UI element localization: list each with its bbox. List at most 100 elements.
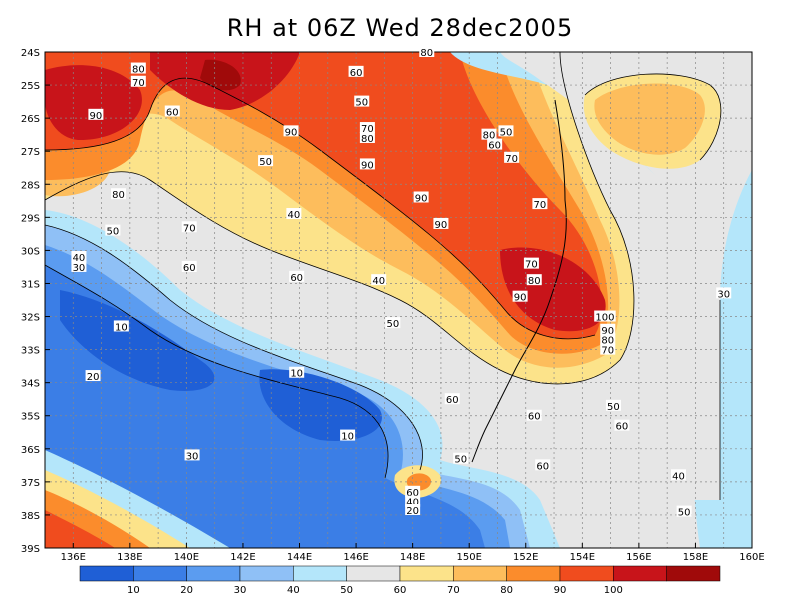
contour-label-bg: [359, 131, 375, 143]
contour-label: 40: [287, 210, 300, 221]
y-axis-label: 36S: [21, 445, 40, 456]
dry-core-b: [259, 369, 382, 441]
contour-label-bg: [526, 274, 542, 286]
contour-label: 80: [112, 190, 125, 201]
contour-label: 40: [73, 253, 86, 264]
contour-label-bg: [340, 429, 356, 441]
contour-label-bg: [105, 224, 121, 236]
colorbar-tick-label: 40: [287, 585, 300, 596]
contour-label: 90: [435, 220, 448, 231]
contour-label: 60: [488, 141, 501, 152]
contour-label: 80: [601, 336, 614, 347]
contour-label: 50: [678, 508, 691, 519]
contour-label: 90: [90, 111, 103, 122]
colorbar-swatch: [666, 565, 721, 582]
contour-label: 10: [290, 369, 303, 380]
y-axis-label: 34S: [21, 379, 40, 390]
contour-label-bg: [433, 217, 449, 229]
contour-label-bg: [181, 221, 197, 233]
wet-band-90: [45, 52, 602, 339]
colorbar-tick-label: 50: [340, 585, 353, 596]
y-axis-label: 38S: [21, 511, 40, 522]
colorbar-tick-label: 80: [500, 585, 513, 596]
contour-label: 80: [528, 276, 541, 287]
y-axis-labels: 24S 25S 26S 27S 28S 29S 30S 31S 32S 33S 34S 35S 36S 3…: [21, 48, 50, 555]
contour-label-bg: [130, 62, 146, 74]
contour-label-bg: [405, 485, 421, 497]
contour-label-bg: [413, 191, 429, 203]
contour-label: 50: [107, 227, 120, 238]
x-axis-label: 152E: [513, 552, 538, 563]
contour-label: 50: [259, 157, 272, 168]
contour-label-bg: [405, 495, 421, 507]
contour-label-bg: [498, 125, 514, 137]
contour-label-bg: [600, 323, 616, 335]
colorbar-swatch: [559, 565, 614, 582]
contour-label: 40: [672, 471, 685, 482]
contour-label-bg: [453, 452, 469, 464]
colorbar-swatch: [186, 565, 241, 582]
contour-label: 80: [420, 48, 433, 59]
contour-label-bg: [600, 343, 616, 355]
x-axis-label: 146E: [343, 552, 368, 563]
contour-label: 70: [534, 200, 547, 211]
contour-label: 50: [500, 127, 513, 138]
wet-core-d: [200, 59, 241, 91]
contour-label: 30: [717, 289, 730, 300]
contour-label-bg: [614, 419, 630, 431]
contour-label-bg: [526, 409, 542, 421]
contour-label-bg: [111, 188, 127, 200]
southwest-strip-90: [45, 510, 115, 548]
x-axis-label: 138E: [117, 552, 142, 563]
x-axis-label: 150E: [456, 552, 481, 563]
colorbar-swatch: [453, 565, 507, 582]
contour-label: 20: [406, 506, 419, 517]
contour-label-bg: [419, 46, 435, 57]
y-axis-label: 25S: [21, 81, 40, 92]
contour-label-bg: [670, 469, 686, 481]
contour-label-bg: [600, 333, 616, 345]
contour-label-bg: [371, 274, 387, 286]
contour-label: 60: [166, 108, 179, 119]
contour-label-bg: [354, 95, 370, 107]
contour-label: 90: [415, 193, 428, 204]
contour-lines: [45, 52, 722, 500]
map-frame: [44, 51, 753, 549]
map-title: RH at 06Z Wed 28dec2005: [226, 14, 574, 42]
dry-core-a: [60, 290, 215, 391]
x-axis-label: 136E: [61, 552, 86, 563]
contour-label: 70: [361, 124, 374, 135]
x-axis-label: 154E: [570, 552, 595, 563]
contour-label-bg: [535, 459, 551, 471]
contour-label-bg: [286, 208, 302, 220]
contour-label-bg: [523, 257, 539, 269]
contour-label-bg: [88, 108, 104, 120]
contour-label-bg: [405, 503, 421, 515]
contour-label-bg: [130, 75, 146, 87]
colorbar-swatch: [399, 565, 454, 582]
y-axis-label: 37S: [21, 478, 40, 489]
contour-label: 70: [525, 260, 538, 271]
colorbar-tick-label: 10: [127, 585, 140, 596]
contour-label-bg: [283, 125, 299, 137]
contour-label-bg: [605, 399, 621, 411]
contour-label: 30: [73, 263, 86, 274]
colorbar-swatch: [79, 565, 134, 582]
x-axis-label: 158E: [683, 552, 708, 563]
contour-label-bg: [532, 198, 548, 210]
colorbar-tick-label: 90: [554, 585, 567, 596]
wet-core-a: [45, 65, 142, 140]
colorbar-swatches: [79, 565, 721, 582]
contour-label-bg: [359, 158, 375, 170]
contour-label: 80: [132, 65, 145, 76]
contour-label-bg: [113, 320, 129, 332]
contour-label-bg: [487, 138, 503, 150]
colorbar-tick-labels: 10 20 30 40 50 60 70 80 90 100: [127, 585, 623, 596]
contour-label: 60: [528, 412, 541, 423]
contour-label: 60: [350, 68, 363, 79]
colorbar-swatch: [133, 565, 187, 582]
x-axis-label: 148E: [400, 552, 425, 563]
colorbar-swatch: [506, 565, 561, 582]
